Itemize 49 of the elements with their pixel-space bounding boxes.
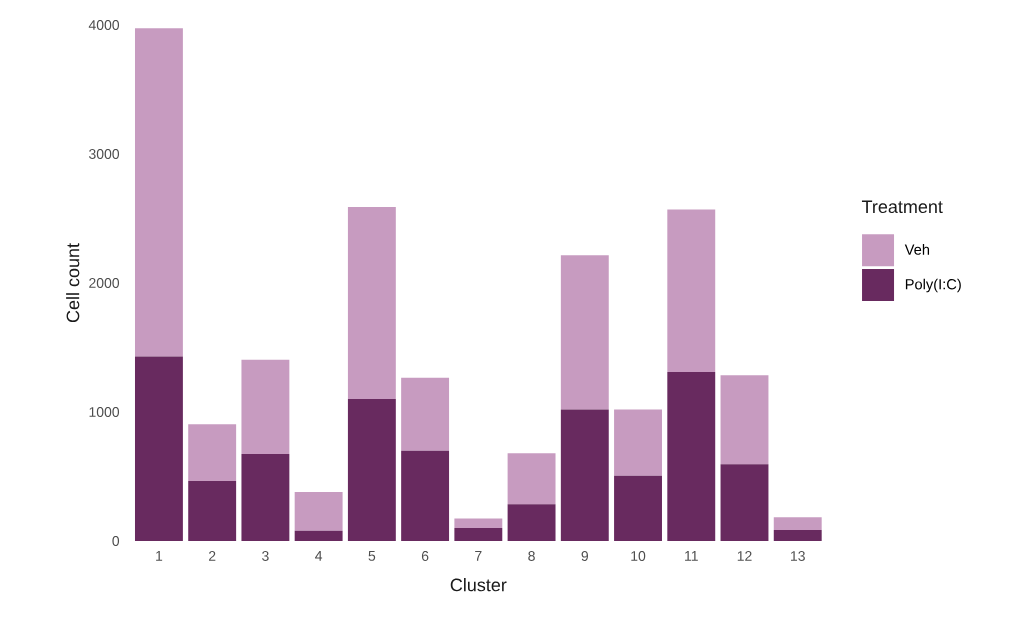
x-tick-label: 6 (421, 551, 429, 561)
y-axis-title: Cell count (66, 243, 80, 323)
x-tick-label: 11 (685, 551, 698, 561)
x-tick-label: 1 (156, 551, 163, 561)
bar (241, 359, 290, 454)
bar (188, 424, 237, 482)
bar (347, 399, 396, 541)
bar (241, 453, 290, 541)
bar (720, 375, 769, 465)
bar (560, 409, 609, 541)
legend-label: Veh (904, 244, 930, 255)
bar (454, 518, 503, 529)
bar (347, 206, 396, 400)
bar (401, 377, 450, 451)
bar (134, 28, 183, 357)
y-tick-label: 1000 (89, 407, 120, 417)
bar (294, 491, 343, 531)
bar (773, 517, 822, 531)
legend-label: Poly(I:C) (905, 278, 961, 293)
legend-title: Treatment (861, 200, 943, 214)
bar (188, 481, 237, 541)
bar (401, 450, 450, 541)
bar (134, 356, 183, 541)
y-tick-label: 0 (112, 536, 120, 546)
bar (667, 372, 716, 541)
x-axis-title: Cluster (450, 578, 507, 592)
bar (720, 464, 769, 541)
y-tick-label: 2000 (89, 278, 120, 288)
x-tick-label: 8 (528, 551, 535, 561)
x-tick-label: 5 (368, 551, 376, 561)
x-tick-label: 10 (631, 551, 646, 561)
bar (507, 453, 556, 505)
x-tick-label: 13 (791, 551, 805, 561)
x-tick-label: 4 (315, 551, 323, 561)
bar (614, 409, 662, 476)
y-tick-label: 3000 (89, 149, 120, 159)
bar (667, 209, 716, 373)
bar (454, 528, 503, 541)
bar (773, 530, 822, 541)
x-tick-label: 7 (475, 551, 482, 561)
x-tick-label: 12 (737, 551, 752, 561)
x-tick-label: 9 (581, 551, 589, 561)
x-tick-label: 3 (262, 551, 269, 561)
x-tick-label: 2 (208, 551, 216, 561)
bar (560, 255, 609, 410)
bar (294, 530, 343, 541)
bar (614, 475, 662, 541)
y-tick-label: 4000 (88, 20, 120, 30)
bar (507, 504, 556, 541)
